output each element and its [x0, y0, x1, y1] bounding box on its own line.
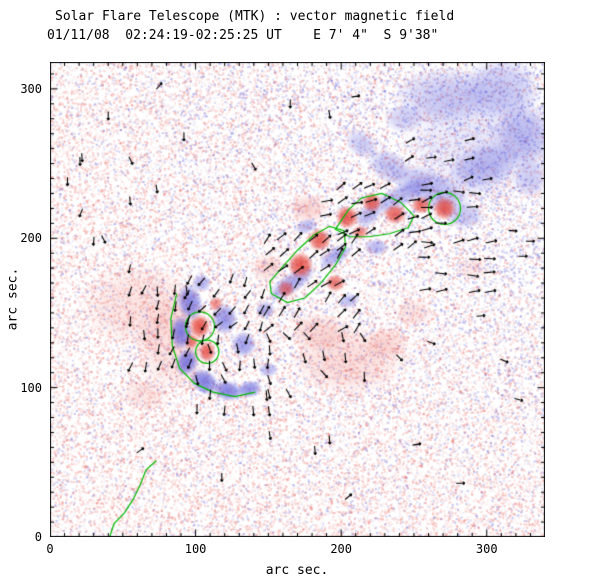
- y-axis-label: arc sec.: [5, 267, 21, 331]
- x-tick-label: 100: [184, 542, 207, 556]
- plot-frame: [50, 62, 545, 537]
- y-tick-label: 300: [20, 81, 42, 96]
- y-tick-label: 0: [34, 530, 42, 544]
- figure-subtitle: 01/11/08 02:24:19-02:25:25 UT E 7' 4" S …: [47, 28, 439, 43]
- x-tick-label: 0: [46, 542, 54, 556]
- figure-title: Solar Flare Telescope (MTK) : vector mag…: [55, 9, 455, 24]
- magnetogram-canvas: [50, 62, 545, 537]
- y-tick-label: 100: [20, 380, 42, 395]
- x-tick-label: 200: [330, 542, 353, 556]
- y-tick-label: 200: [20, 231, 42, 246]
- x-axis-label: arc sec.: [265, 563, 329, 578]
- x-tick-label: 300: [475, 542, 498, 556]
